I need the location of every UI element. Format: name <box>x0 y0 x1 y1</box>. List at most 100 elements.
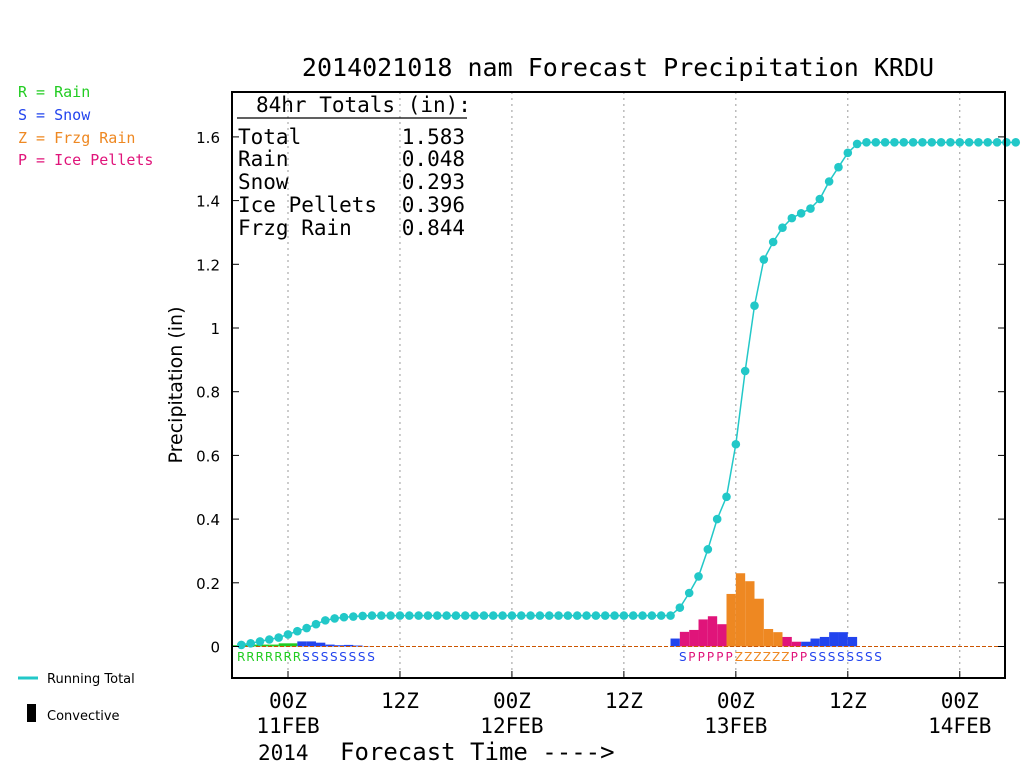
series-point-42 <box>628 611 638 620</box>
type-letter-right-14: S <box>809 650 817 664</box>
y-axis-label: Precipitation (in) <box>165 307 187 464</box>
totals-box: 84hr Totals (in): Total 1.583 Rain 0.048… <box>237 93 471 240</box>
series-point-34 <box>554 611 563 620</box>
y-axis-ticks: 0 0.2 0.4 0.6 0.8 1 1.2 1.4 1.6 <box>196 129 1005 657</box>
series-point-73 <box>918 138 927 147</box>
x-tick-date: 14FEB <box>928 714 991 738</box>
series-point-81 <box>992 138 1002 147</box>
series-point-39 <box>600 611 610 620</box>
type-letter-right-1: P <box>688 650 695 664</box>
type-letter-right-18: S <box>846 650 854 664</box>
series-point-56 <box>759 255 769 264</box>
precip-bar-21 <box>726 593 736 647</box>
precip-bar-2 <box>250 644 261 647</box>
series-point-72 <box>908 138 918 147</box>
y-tick-label: 0.6 <box>196 447 220 465</box>
series-point-1 <box>246 639 255 648</box>
totals-label-total: Total <box>238 125 301 149</box>
series-point-55 <box>750 301 759 311</box>
totals-label-frzg-rain: Frzg Rain <box>238 216 352 240</box>
type-letter-right-2: P <box>698 650 705 664</box>
precip-bar-13 <box>353 645 363 647</box>
precip-bar-3 <box>260 644 270 647</box>
x-tick-hour: 12Z <box>381 689 419 713</box>
series-point-27 <box>488 611 498 620</box>
totals-header: 84hr Totals (in): <box>256 93 471 117</box>
precip-bar-5 <box>278 643 288 647</box>
series-point-13 <box>358 611 367 621</box>
series-point-4 <box>274 633 283 642</box>
series-point-33 <box>544 611 554 620</box>
precip-bar-17 <box>689 629 699 647</box>
series-point-62 <box>815 194 825 204</box>
series-point-78 <box>964 138 974 147</box>
series-point-60 <box>796 209 806 218</box>
type-letter-left-3: R <box>265 650 273 664</box>
precip-bar-26 <box>773 632 783 647</box>
series-point-5 <box>283 630 293 639</box>
type-letter-left-11: S <box>339 650 347 664</box>
type-letter-left-9: S <box>321 650 329 664</box>
series-point-71 <box>899 138 909 147</box>
convective-legend-label: Convective <box>47 709 120 724</box>
series-point-46 <box>666 611 675 620</box>
series-point-61 <box>806 204 815 213</box>
series-point-52 <box>722 492 731 502</box>
series-point-74 <box>927 138 937 147</box>
series-point-0 <box>237 640 246 650</box>
precip-bar-10 <box>325 644 335 647</box>
series-point-11 <box>339 612 349 622</box>
precip-bar-31 <box>819 636 830 647</box>
totals-value-total: 1.583 <box>402 125 465 149</box>
series-point-50 <box>703 545 713 554</box>
totals-value-rain: 0.048 <box>402 147 465 171</box>
series-point-31 <box>526 611 535 620</box>
precip-bar-8 <box>306 641 316 647</box>
type-letter-right-17: S <box>837 650 845 664</box>
precip-bar-16 <box>679 631 690 647</box>
series-point-41 <box>619 611 629 620</box>
series-point-83 <box>1011 138 1021 147</box>
type-letter-right-19: S <box>856 650 864 664</box>
type-letter-left-0: R <box>237 650 245 664</box>
running-total-series <box>237 138 1021 650</box>
precip-bar-20 <box>717 624 727 647</box>
type-letter-left-12: S <box>349 650 357 664</box>
y-tick-label: 1.2 <box>196 256 220 274</box>
series-point-37 <box>582 611 591 620</box>
type-letter-left-6: R <box>293 650 301 664</box>
totals-value-frzg-rain: 0.844 <box>402 216 465 240</box>
totals-value-ice-pellets: 0.396 <box>402 193 465 217</box>
y-tick-label: 1 <box>210 320 220 338</box>
precip-bar-15 <box>670 638 680 647</box>
totals-value-snow: 0.293 <box>402 170 465 194</box>
series-point-75 <box>936 138 946 147</box>
series-point-38 <box>591 611 601 620</box>
type-letter-right-7: Z <box>744 650 752 664</box>
type-letter-right-4: P <box>716 650 723 664</box>
type-letter-left-14: S <box>367 650 375 664</box>
type-letter-right-16: S <box>828 650 836 664</box>
series-point-20 <box>423 611 433 620</box>
year-label: 2014 <box>258 741 309 765</box>
totals-label-rain: Rain <box>238 147 289 171</box>
series-point-30 <box>516 611 526 620</box>
precip-bar-9 <box>315 642 326 647</box>
type-letter-right-12: P <box>791 650 798 664</box>
series-point-15 <box>377 611 386 620</box>
series-point-3 <box>265 635 274 644</box>
y-tick-label: 0 <box>210 639 220 657</box>
type-letter-left-13: S <box>358 650 366 664</box>
type-letter-right-5: P <box>726 650 733 664</box>
chart-title: 2014021018 nam Forecast Precipitation KR… <box>302 53 934 82</box>
series-point-32 <box>535 611 545 620</box>
series-point-68 <box>871 138 881 147</box>
precip-bar-1 <box>241 644 251 647</box>
series-point-21 <box>432 611 442 620</box>
series-point-53 <box>731 439 741 449</box>
precip-bar-24 <box>754 598 764 647</box>
series-point-59 <box>787 213 797 223</box>
totals-label-snow: Snow <box>238 170 289 194</box>
type-letter-left-4: R <box>274 650 282 664</box>
precip-bar-33 <box>838 632 848 647</box>
